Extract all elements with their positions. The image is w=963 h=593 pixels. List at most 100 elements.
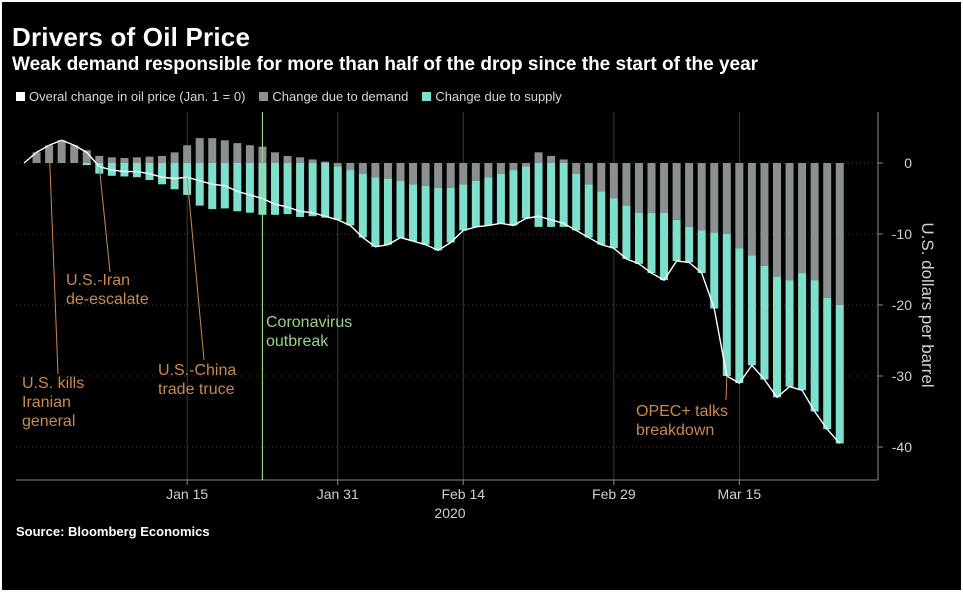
annotation-leader-line xyxy=(186,177,205,361)
supply-bar xyxy=(271,163,279,215)
supply-bar xyxy=(371,177,380,247)
supply-bar xyxy=(132,163,141,178)
annotation-leader-line xyxy=(725,375,728,401)
demand-bar xyxy=(82,150,91,163)
x-tick-label: Mar 15 xyxy=(718,486,762,502)
y-tick-label: -30 xyxy=(892,368,912,384)
demand-bar xyxy=(158,155,167,163)
legend-label-demand: Change due to demand xyxy=(272,89,409,104)
demand-bar xyxy=(183,145,192,163)
supply-bar xyxy=(823,297,832,430)
supply-bar xyxy=(785,280,794,387)
annotation-line: outbreak xyxy=(266,333,329,350)
x-tick-label: Jan 15 xyxy=(166,486,208,502)
annotation-text: Coronavirus outbreak xyxy=(266,314,352,350)
demand-bar xyxy=(534,152,543,163)
annotation-text: U.S.-China trade truce xyxy=(158,362,236,398)
x-tick-label: Jan 31 xyxy=(317,486,359,502)
axes: 0 -10 -20 -30 -40 Jan 15 Jan 31 Feb 14 Feb 29 Mar… xyxy=(16,112,912,502)
demand-bar xyxy=(835,163,844,305)
demand-bar xyxy=(773,163,781,277)
supply-bar xyxy=(496,173,505,224)
x-tick-label: Feb 29 xyxy=(592,486,636,502)
demand-bar xyxy=(509,163,518,171)
demand-bar xyxy=(685,163,694,227)
demand-bar xyxy=(132,157,141,163)
supply-bar xyxy=(145,163,154,181)
annotation-line: U.S.-Iran xyxy=(66,272,130,289)
demand-bar xyxy=(333,163,342,167)
legend-swatch-supply xyxy=(422,92,432,101)
demand-bar xyxy=(195,138,204,163)
supply-bar xyxy=(471,180,480,227)
annotation-leader-line xyxy=(48,145,59,375)
supply-bar xyxy=(572,173,581,231)
legend: Overal change in oil price (Jan. 1 = 0) … xyxy=(16,89,562,104)
supply-bar xyxy=(559,163,568,227)
y-tick-label: -20 xyxy=(892,297,912,313)
chart-plot: 0 -10 -20 -30 -40 Jan 15 Jan 31 Feb 14 Feb 29 Mar… xyxy=(16,112,937,521)
supply-bar xyxy=(685,226,694,263)
legend-swatch-overall xyxy=(16,92,25,101)
chart-subtitle: Weak demand responsible for more than ha… xyxy=(12,54,759,75)
demand-bar xyxy=(107,157,116,163)
supply-bar xyxy=(484,177,493,226)
y-tick-label: -40 xyxy=(892,439,912,455)
source-note: Source: Bloomberg Economics xyxy=(16,524,210,539)
supply-bar xyxy=(346,170,355,226)
supply-bar xyxy=(333,166,342,220)
supply-bar xyxy=(358,173,367,238)
supply-bar xyxy=(773,276,781,398)
demand-bar xyxy=(283,155,292,163)
demand-bar xyxy=(208,138,217,163)
supply-bar xyxy=(509,170,518,226)
demand-bar xyxy=(710,163,719,233)
demand-bar xyxy=(32,152,41,163)
supply-bar xyxy=(233,163,242,212)
supply-bar xyxy=(534,163,543,227)
demand-bar xyxy=(371,163,380,178)
legend-label-supply: Change due to supply xyxy=(435,89,562,104)
supply-bar xyxy=(446,187,455,243)
supply-bar xyxy=(522,166,530,219)
supply-bar xyxy=(584,184,593,238)
demand-bar xyxy=(634,163,643,213)
demand-bar xyxy=(522,163,530,167)
demand-bar xyxy=(660,163,669,213)
annotation-line: U.S. kills xyxy=(22,375,84,392)
supply-bar xyxy=(283,163,292,215)
demand-bar xyxy=(321,161,330,163)
supply-bar xyxy=(308,163,317,217)
demand-bar xyxy=(358,163,367,174)
supply-bar xyxy=(120,163,129,177)
annotation-line: OPEC+ talks xyxy=(636,403,728,420)
demand-bar xyxy=(609,163,618,199)
demand-bar xyxy=(672,163,681,220)
demand-bar xyxy=(396,163,405,181)
demand-bar xyxy=(584,163,593,185)
y-tick-label: 0 xyxy=(904,155,912,171)
demand-bar xyxy=(296,157,305,163)
demand-bar xyxy=(57,140,66,163)
demand-bar xyxy=(346,163,355,171)
supply-bar xyxy=(82,163,91,166)
legend-item-demand: Change due to demand xyxy=(259,89,408,104)
annotation-line: Coronavirus xyxy=(266,314,352,331)
bars xyxy=(32,138,844,444)
supply-bar xyxy=(597,191,606,245)
annotation-text: U.S. kills Iranian general xyxy=(22,375,84,430)
supply-bar xyxy=(835,305,844,444)
supply-bar xyxy=(760,265,769,380)
demand-bar xyxy=(597,163,606,192)
supply-bar xyxy=(421,185,430,245)
demand-bar xyxy=(233,143,242,163)
demand-bar xyxy=(785,163,794,281)
annotation-line: general xyxy=(22,413,75,430)
demand-bar xyxy=(421,163,430,186)
demand-bar xyxy=(622,163,631,206)
supply-bar xyxy=(697,230,706,274)
demand-bar xyxy=(747,163,756,256)
demand-bar xyxy=(471,163,480,181)
demand-bar xyxy=(484,163,493,178)
demand-bar xyxy=(722,163,731,234)
